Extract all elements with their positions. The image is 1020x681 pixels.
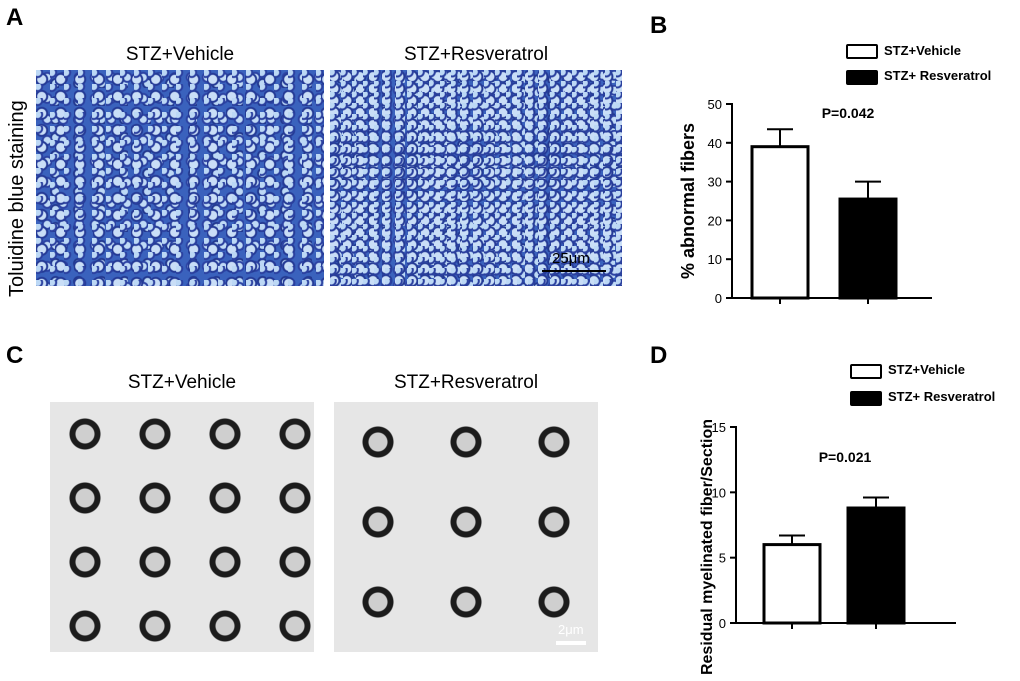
bar-d	[762, 543, 822, 625]
micrograph-c-vehicle	[50, 402, 314, 652]
scale-bar-c	[556, 641, 586, 645]
legend-swatch-d-vehicle	[850, 364, 882, 379]
y-tick-label-b: 50	[708, 97, 722, 112]
legend-swatch-d-resveratrol	[850, 391, 882, 406]
y-tick-label-d: 5	[719, 551, 726, 566]
bar-b	[750, 145, 810, 300]
micrograph-a-resveratrol: 25μm	[330, 70, 622, 286]
scale-bar-label-c: 2μm	[558, 622, 584, 637]
y-tick-label-d: 10	[712, 485, 726, 500]
scale-bar-label-a: 25μm	[552, 250, 590, 267]
legend-swatch-b-vehicle	[846, 44, 878, 59]
bar-chart-d: Residual myelinated fiber/Section P=0.02…	[699, 419, 956, 675]
y-axis-label-b: % abnormal fibers	[678, 123, 698, 279]
image-title-a-resveratrol: STZ+Resveratrol	[403, 44, 549, 65]
y-tick-label-b: 30	[708, 175, 722, 190]
scale-bar-a	[542, 270, 606, 272]
y-tick-label-d: 15	[712, 420, 726, 435]
image-title-c-resveratrol: STZ+Resveratrol	[393, 372, 539, 393]
legend-swatch-b-resveratrol	[846, 70, 878, 85]
bar-d	[846, 506, 906, 625]
legend-label-d-resveratrol: STZ+ Resveratrol	[888, 389, 996, 404]
panel-letter-d: D	[650, 342, 668, 369]
y-tick-label-b: 40	[708, 136, 722, 151]
legend-label-d-vehicle: STZ+Vehicle	[888, 362, 965, 377]
y-tick-label-b: 20	[708, 213, 722, 228]
panel-letter-b: B	[650, 12, 668, 39]
p-value-annotation-b: P=0.042	[822, 105, 875, 121]
image-title-a-vehicle: STZ+Vehicle	[125, 44, 235, 65]
y-axis-label-d: Residual myelinated fiber/Section	[699, 419, 716, 675]
p-value-annotation-d: P=0.021	[819, 449, 872, 465]
y-tick-label-d: 0	[719, 616, 726, 631]
panel-letter-a: A	[6, 4, 24, 31]
image-title-c-vehicle: STZ+Vehicle	[127, 372, 237, 393]
panel-letter-c: C	[6, 342, 24, 369]
legend-label-b-vehicle: STZ+Vehicle	[884, 43, 961, 58]
bar-b	[838, 197, 898, 300]
y-tick-label-b: 10	[708, 252, 722, 267]
micrograph-a-vehicle	[36, 70, 324, 286]
micrograph-c-resveratrol: 2μm	[334, 402, 598, 652]
bar-chart-b: % abnormal fibers P=0.042 0 10 20 30 40 50	[678, 97, 932, 306]
row-label-toluidine: Toluidine blue staining	[6, 100, 28, 297]
legend-label-b-resveratrol: STZ+ Resveratrol	[884, 68, 992, 83]
y-tick-label-b: 0	[715, 291, 722, 306]
